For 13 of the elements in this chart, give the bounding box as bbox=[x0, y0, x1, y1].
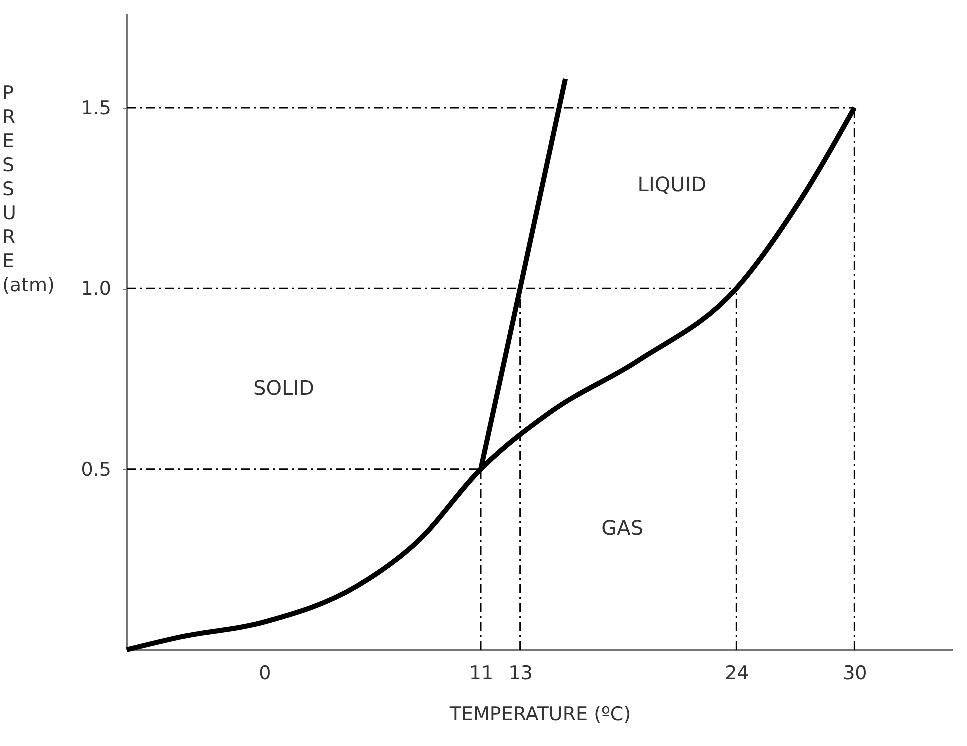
text: PRESSURE (atm) bbox=[2, 82, 55, 296]
x-tick-label: 0 bbox=[259, 662, 272, 684]
y-tick-label: 1.0 bbox=[81, 278, 112, 300]
annotation: GAS bbox=[602, 516, 644, 540]
y-tick-label: 0.5 bbox=[81, 458, 112, 481]
x-tick-label: 24 bbox=[725, 662, 750, 684]
annotation: LIQUID bbox=[638, 172, 707, 197]
x-tick-label: 30 bbox=[843, 662, 868, 684]
x-tick-label: 11 bbox=[469, 662, 494, 684]
x-tick-label: 13 bbox=[508, 662, 533, 684]
annotation: SOLID bbox=[253, 376, 314, 400]
y-tick-label: 1.5 bbox=[81, 97, 112, 120]
x-axis-title: TEMPERATURE (ºC) bbox=[448, 704, 632, 726]
